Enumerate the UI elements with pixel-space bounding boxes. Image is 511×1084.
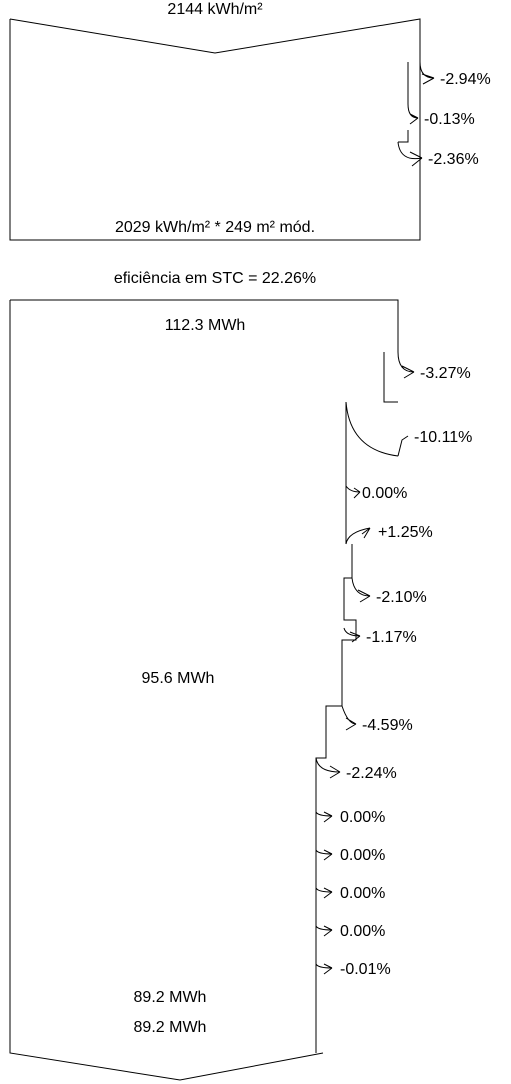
irradiance-top-label: 2144 kWh/m² bbox=[167, 1, 263, 18]
irradiance-block: 2144 kWh/m² 2029 kWh/m² * 249 m² mód. -2… bbox=[9, 1, 491, 241]
array-loss-label-3: 0.00% bbox=[362, 485, 407, 502]
irradiance-loss-label-2: -0.13% bbox=[424, 111, 475, 128]
system-loss-arrow-3 bbox=[315, 849, 333, 861]
array-loss-arrow-2 bbox=[345, 401, 409, 457]
system-loss-label-1: -2.24% bbox=[346, 765, 397, 782]
system-loss-label-4: 0.00% bbox=[340, 885, 385, 902]
irradiance-loss-label-3: -2.36% bbox=[428, 151, 479, 168]
energy-output-label-2: 89.2 MWh bbox=[134, 1019, 207, 1036]
array-loss-arrow-5 bbox=[351, 577, 371, 603]
energy-nominal-label: 112.3 MWh bbox=[165, 317, 246, 334]
system-loss-label-3: 0.00% bbox=[340, 847, 385, 864]
system-loss-arrow-2 bbox=[315, 811, 333, 823]
array-loss-arrow-6 bbox=[343, 627, 361, 643]
energy-array-label: 95.6 MWh bbox=[142, 670, 215, 687]
array-loss-arrow-7 bbox=[341, 705, 357, 731]
array-loss-label-4: +1.25% bbox=[378, 524, 433, 541]
system-loss-arrow-1 bbox=[315, 757, 341, 779]
system-loss-label-6: -0.01% bbox=[340, 961, 391, 978]
array-loss-label-2: -10.11% bbox=[414, 429, 472, 446]
array-loss-label-7: -4.59% bbox=[362, 717, 413, 734]
irradiance-loss-label-1: -2.94% bbox=[440, 71, 491, 88]
system-loss-arrow-5 bbox=[315, 925, 333, 937]
energy-right-edge bbox=[315, 352, 398, 1053]
array-loss-arrow-3 bbox=[345, 485, 361, 499]
array-loss-label-1: -3.27% bbox=[420, 365, 471, 382]
irradiance-loss-arrow-3 bbox=[397, 130, 423, 167]
system-loss-label-2: 0.00% bbox=[340, 809, 385, 826]
array-loss-arrow-4 bbox=[345, 527, 371, 545]
energy-block: 112.3 MWh 95.6 MWh 89.2 MWh 89.2 MWh -3.… bbox=[9, 299, 472, 1081]
efficiency-label: eficiência em STC = 22.26% bbox=[114, 270, 316, 287]
energy-block-outline bbox=[9, 299, 399, 1081]
system-loss-arrow-4 bbox=[315, 887, 333, 899]
energy-output-label-1: 89.2 MWh bbox=[134, 989, 207, 1006]
array-loss-label-6: -1.17% bbox=[366, 629, 417, 646]
system-loss-arrow-6 bbox=[315, 963, 333, 975]
irradiance-loss-arrow-1 bbox=[407, 61, 435, 104]
system-loss-label-5: 0.00% bbox=[340, 923, 385, 940]
array-loss-label-5: -2.10% bbox=[376, 589, 427, 606]
array-loss-arrow-1 bbox=[397, 351, 415, 379]
irradiance-effective-label: 2029 kWh/m² * 249 m² mód. bbox=[115, 219, 315, 236]
irradiance-block-outline bbox=[9, 18, 421, 241]
irradiance-loss-arrow-2 bbox=[407, 103, 419, 125]
